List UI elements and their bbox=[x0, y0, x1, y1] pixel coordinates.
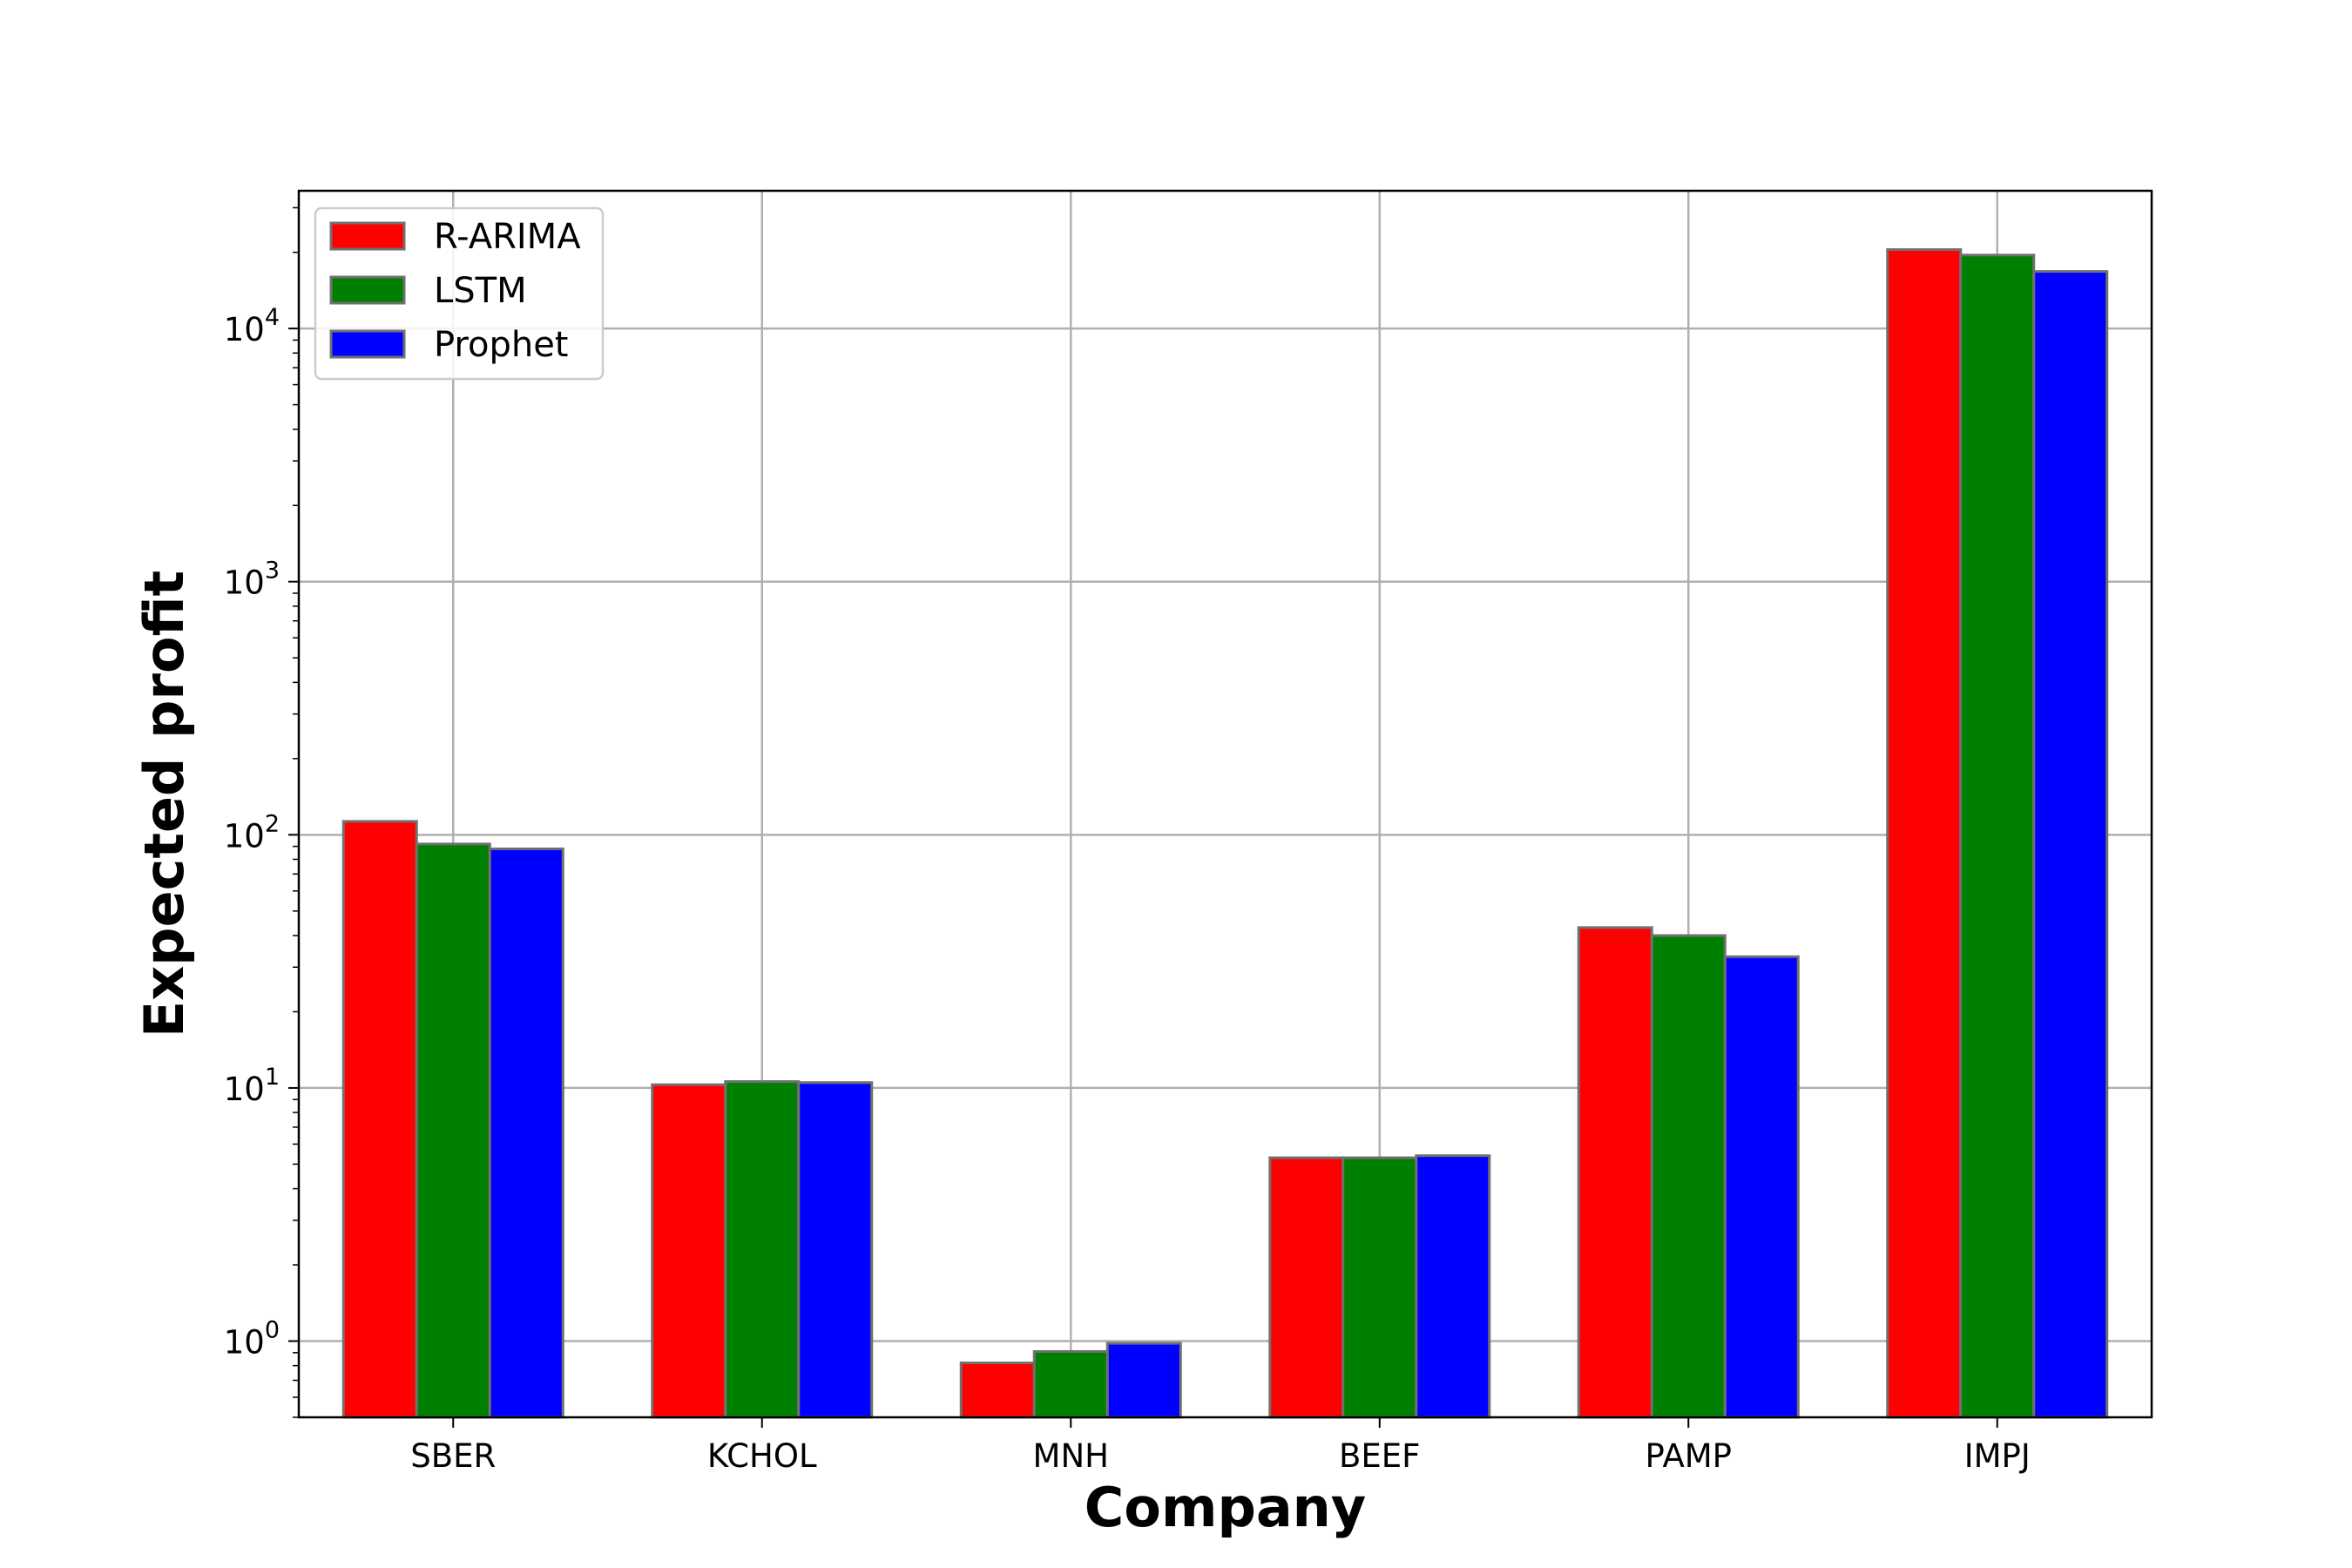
x-tick-label: SBER bbox=[410, 1437, 496, 1475]
x-tick-label: IMPJ bbox=[1964, 1437, 2031, 1475]
y-axis-title: Expected profit bbox=[132, 571, 196, 1037]
legend-label: Prophet bbox=[434, 325, 569, 365]
legend: R-ARIMA LSTM Prophet bbox=[314, 206, 605, 381]
bar bbox=[1577, 926, 1653, 1419]
bar bbox=[341, 820, 418, 1419]
bar bbox=[2032, 270, 2109, 1419]
bar bbox=[1886, 248, 1963, 1419]
x-tick-label: KCHOL bbox=[707, 1437, 817, 1475]
legend-swatch bbox=[329, 329, 406, 359]
ticks: SBER KCHOL MNH BEEF PAMP IMPJ 100 101 102 103 104 bbox=[224, 206, 2031, 1475]
x-axis-title: Company bbox=[1085, 1476, 1366, 1539]
bars bbox=[341, 248, 2109, 1419]
bar bbox=[724, 1080, 801, 1419]
bar bbox=[959, 1362, 1036, 1419]
bar bbox=[1650, 934, 1727, 1419]
bar bbox=[1415, 1154, 1491, 1419]
bar bbox=[1959, 253, 2036, 1419]
legend-swatch bbox=[329, 221, 406, 251]
y-tick-label: 103 bbox=[224, 558, 280, 602]
bar bbox=[1105, 1342, 1182, 1419]
y-tick-label: 104 bbox=[224, 304, 280, 348]
bar bbox=[1032, 1349, 1109, 1419]
y-tick-label: 102 bbox=[224, 810, 280, 855]
bar bbox=[1723, 955, 1800, 1419]
legend-swatch bbox=[329, 275, 406, 305]
x-tick-label: BEEF bbox=[1339, 1437, 1420, 1475]
grid bbox=[299, 191, 2152, 1417]
plot-frame bbox=[297, 189, 2153, 1419]
x-tick-label: PAMP bbox=[1646, 1437, 1733, 1475]
bar bbox=[1268, 1156, 1345, 1419]
y-tick-label: 100 bbox=[224, 1317, 280, 1362]
x-tick-label: MNH bbox=[1033, 1437, 1109, 1475]
legend-label: LSTM bbox=[434, 271, 527, 311]
bar bbox=[488, 847, 564, 1419]
legend-label: R-ARIMA bbox=[434, 217, 581, 257]
bar bbox=[415, 842, 491, 1419]
bar bbox=[797, 1081, 874, 1419]
bar bbox=[1342, 1156, 1418, 1419]
y-tick-label: 101 bbox=[224, 1064, 280, 1108]
bar bbox=[651, 1083, 727, 1419]
